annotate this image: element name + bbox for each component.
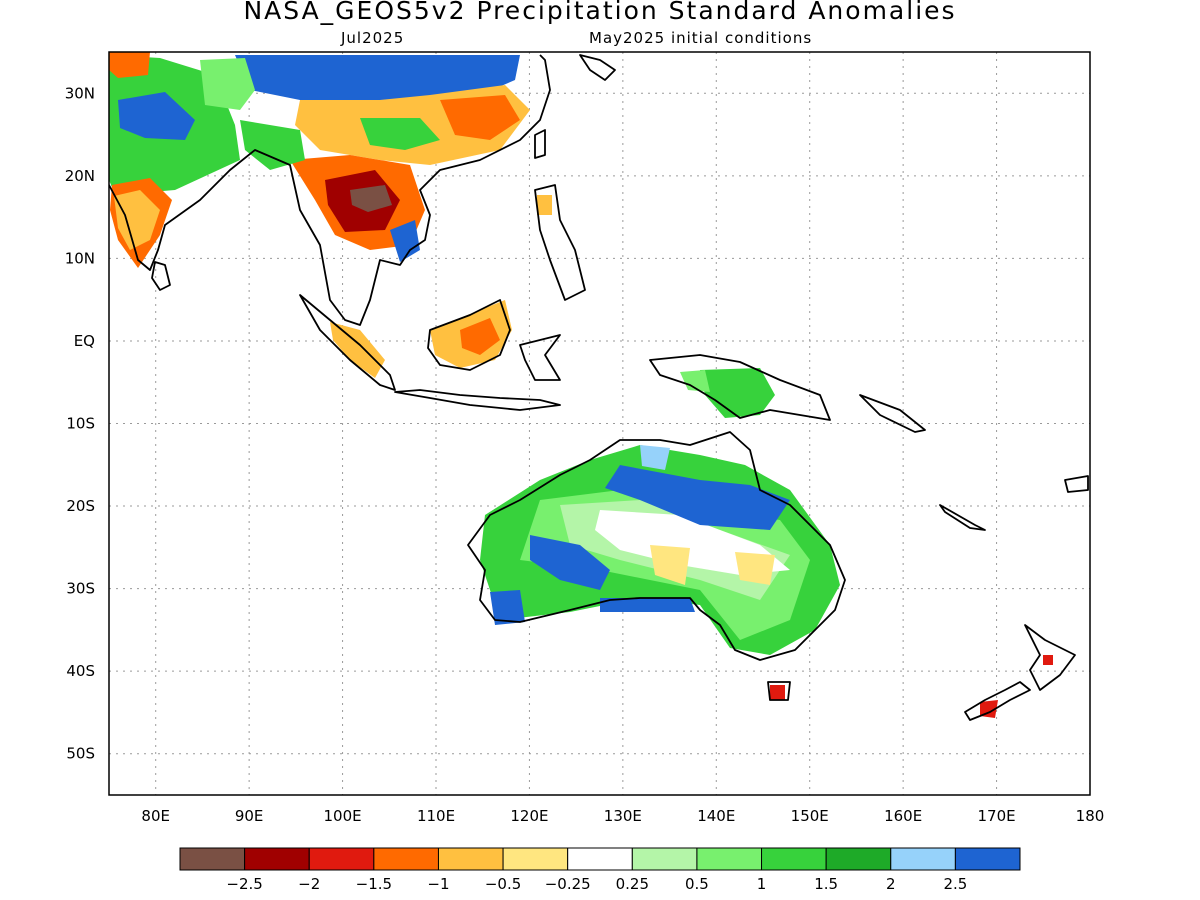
- legend-label: −1.5: [356, 875, 392, 893]
- coast-nz-south: [964, 681, 1031, 721]
- vietnam-blue-field: [390, 220, 420, 262]
- coast-japan: [579, 54, 616, 81]
- legend-swatch: [631, 847, 698, 871]
- coast-java: [394, 389, 561, 411]
- lat-tick-label: 10S: [66, 415, 95, 433]
- sumatra-orange-field: [330, 322, 385, 378]
- gridlines: [109, 52, 1090, 795]
- australia-north-blue: [605, 465, 790, 530]
- legend-label: 0.5: [685, 875, 709, 893]
- indochina-brown-field: [350, 185, 392, 212]
- lon-tick-label: 180: [1076, 807, 1105, 825]
- coast-sulawesi: [519, 334, 561, 381]
- legend-swatch: [502, 847, 569, 871]
- coast-new-guinea: [649, 354, 831, 421]
- legend-swatch: [890, 847, 956, 871]
- init-conditions-label: May2025 initial conditions: [589, 29, 813, 47]
- lon-tick-label: 170E: [978, 807, 1016, 825]
- lat-tick-label: 40S: [66, 662, 95, 680]
- longitude-labels: 80E 90E 100E 110E 120E 130E 140E 150E 160E 170E 18…: [141, 807, 1104, 825]
- lon-tick-label: 110E: [417, 807, 455, 825]
- legend-label: −0.25: [545, 875, 591, 893]
- legend-swatch: [825, 847, 892, 871]
- coast-fiji: [1064, 475, 1089, 493]
- china-green-field: [360, 118, 440, 150]
- legend-swatch: [437, 847, 504, 871]
- lon-tick-label: 130E: [604, 807, 642, 825]
- philippines-orange: [537, 195, 552, 215]
- map-title: NASA_GEOS5v2 Precipitation Standard Anom…: [243, 0, 957, 25]
- lat-tick-label: 30N: [65, 84, 95, 102]
- australia-yellow-2: [650, 545, 690, 585]
- legend-swatch: [308, 847, 375, 871]
- color-legend: [179, 847, 1021, 871]
- legend-label: 2.5: [943, 875, 967, 893]
- legend-label: −1: [427, 875, 449, 893]
- legend-label: 2: [886, 875, 896, 893]
- lon-tick-label: 100E: [324, 807, 362, 825]
- lon-tick-label: 140E: [697, 807, 735, 825]
- plot-frame: [108, 51, 1091, 796]
- australia-south-blue: [600, 598, 695, 612]
- coast-borneo: [427, 299, 511, 371]
- anomaly-fields: [109, 52, 1053, 718]
- legend-label: 1.5: [814, 875, 838, 893]
- legend-swatch: [567, 847, 633, 871]
- color-legend-labels: −2.5 −2 −1.5 −1 −0.5 −0.25 0.25 0.5 1 1.5 2 2.5: [226, 875, 967, 893]
- coast-solomon: [859, 394, 926, 433]
- legend-swatch: [244, 847, 310, 871]
- coast-tasmania: [767, 681, 791, 701]
- himalaya-orange: [109, 52, 150, 78]
- lat-tick-label: 50S: [66, 745, 95, 763]
- lon-tick-label: 90E: [235, 807, 264, 825]
- legend-label: −0.5: [485, 875, 521, 893]
- newguinea-green-field: [700, 368, 775, 418]
- coast-sri-lanka: [151, 261, 171, 291]
- legend-swatch: [179, 847, 246, 871]
- valid-month-label: Jul2025: [341, 29, 405, 47]
- lat-tick-label: 20N: [65, 167, 95, 185]
- legend-swatch: [761, 847, 827, 871]
- coast-nz-north: [1024, 624, 1076, 691]
- borneo-red-field: [460, 318, 500, 355]
- legend-label: 0.25: [616, 875, 649, 893]
- lon-tick-label: 150E: [791, 807, 829, 825]
- lat-tick-label: EQ: [74, 332, 95, 350]
- lat-tick-label: 20S: [66, 497, 95, 515]
- lat-tick-label: 30S: [66, 580, 95, 598]
- coast-asia-mainland: [109, 54, 551, 326]
- india-yellow-field: [114, 190, 160, 250]
- australia-yellow-1: [735, 552, 775, 585]
- lon-tick-label: 120E: [510, 807, 548, 825]
- nz-north-red: [1043, 655, 1053, 665]
- china-red-field: [440, 95, 520, 140]
- coast-vanuatu-fiji: [939, 504, 986, 531]
- australia-west-blue: [530, 535, 610, 590]
- coast-australia: [467, 431, 846, 661]
- legend-label: −2: [298, 875, 320, 893]
- australia-sw-blue: [490, 590, 525, 625]
- legend-label: −2.5: [226, 875, 262, 893]
- latitude-labels: 30N 20N 10N EQ 10S 20S 30S 40S 50S: [65, 84, 95, 762]
- lon-tick-label: 160E: [884, 807, 922, 825]
- legend-swatch: [696, 847, 763, 871]
- lat-tick-label: 10N: [65, 249, 95, 267]
- coast-philippines: [534, 184, 586, 301]
- coastlines: [109, 54, 1089, 721]
- australia-lightblue: [640, 445, 670, 470]
- lon-tick-label: 80E: [141, 807, 170, 825]
- coast-taiwan: [534, 129, 546, 159]
- india-blue-field: [118, 92, 195, 140]
- legend-swatch: [954, 847, 1021, 871]
- tibet-green-field: [200, 58, 255, 110]
- legend-label: 1: [757, 875, 767, 893]
- newguinea-lightgreen: [680, 370, 710, 392]
- tasmania-red: [770, 685, 785, 700]
- legend-swatch: [373, 847, 439, 871]
- coast-sumatra: [299, 294, 396, 391]
- myanmar-green-field: [240, 120, 305, 170]
